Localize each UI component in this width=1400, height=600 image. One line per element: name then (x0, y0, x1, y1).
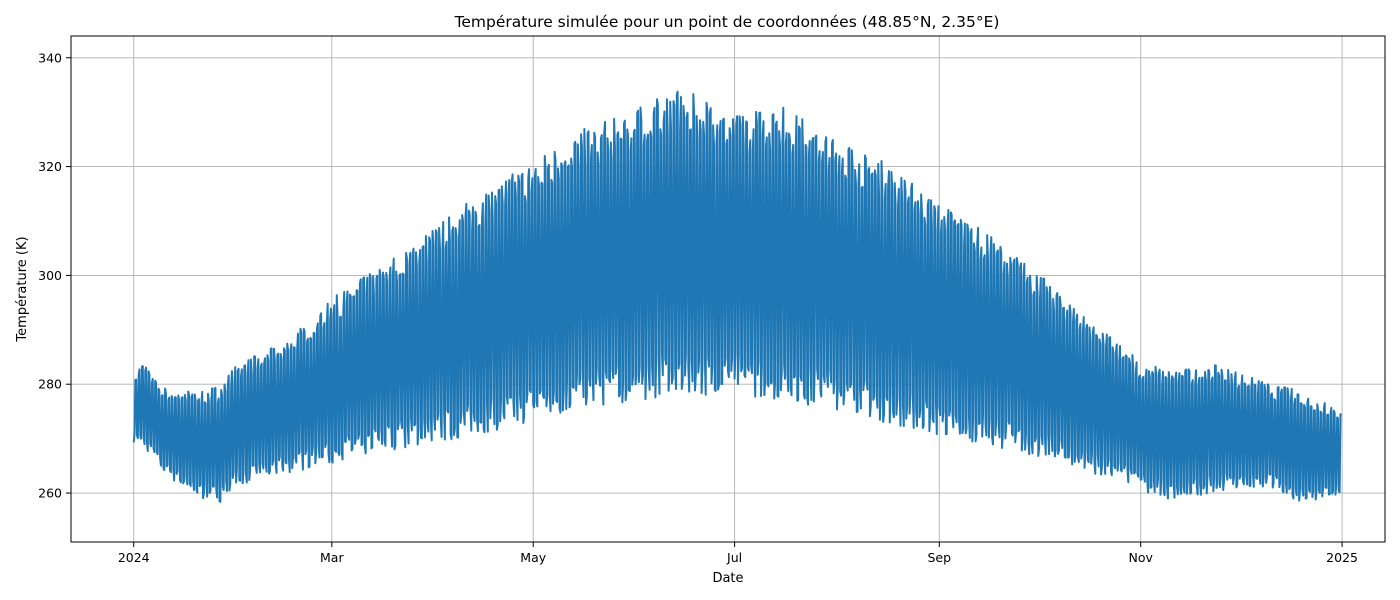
x-axis: 2024 Mar May Jul Sep Nov 2025 (118, 542, 1358, 565)
y-tick-label: 320 (38, 159, 62, 174)
y-axis-label: Température (K) (15, 236, 30, 342)
series-layer (132, 90, 1342, 503)
y-tick-label: 280 (38, 377, 62, 392)
y-tick-label: 340 (38, 50, 62, 65)
y-tick-label: 300 (38, 268, 62, 283)
x-tick-label: Mar (320, 550, 344, 565)
temperature-series-line (132, 90, 1342, 503)
chart-title: Température simulée pour un point de coo… (454, 13, 1000, 31)
y-tick-label: 260 (38, 486, 62, 501)
x-tick-label: Jul (726, 550, 742, 565)
x-tick-label: Sep (928, 550, 952, 565)
plot-frame (70, 35, 1386, 543)
x-tick-label: Nov (1128, 550, 1153, 565)
y-axis: 260 280 300 320 340 (38, 50, 71, 501)
x-axis-label: Date (712, 571, 743, 586)
x-tick-label: 2024 (118, 550, 150, 565)
plot-area (70, 35, 1386, 543)
x-tick-label: 2025 (1326, 550, 1358, 565)
x-tick-label: May (520, 550, 546, 565)
